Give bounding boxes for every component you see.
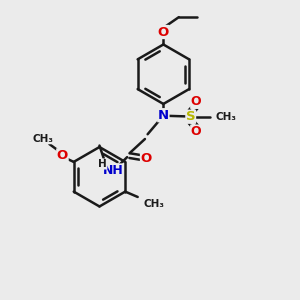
Text: S: S bbox=[186, 110, 196, 123]
Text: CH₃: CH₃ bbox=[143, 199, 164, 209]
Text: O: O bbox=[191, 95, 201, 108]
Text: O: O bbox=[140, 152, 152, 164]
Text: H: H bbox=[98, 159, 107, 169]
Text: CH₃: CH₃ bbox=[33, 134, 54, 144]
Text: O: O bbox=[158, 26, 169, 38]
Text: O: O bbox=[57, 149, 68, 162]
Text: O: O bbox=[191, 125, 201, 138]
Text: NH: NH bbox=[103, 164, 123, 177]
Text: N: N bbox=[158, 109, 169, 122]
Text: CH₃: CH₃ bbox=[215, 112, 236, 122]
